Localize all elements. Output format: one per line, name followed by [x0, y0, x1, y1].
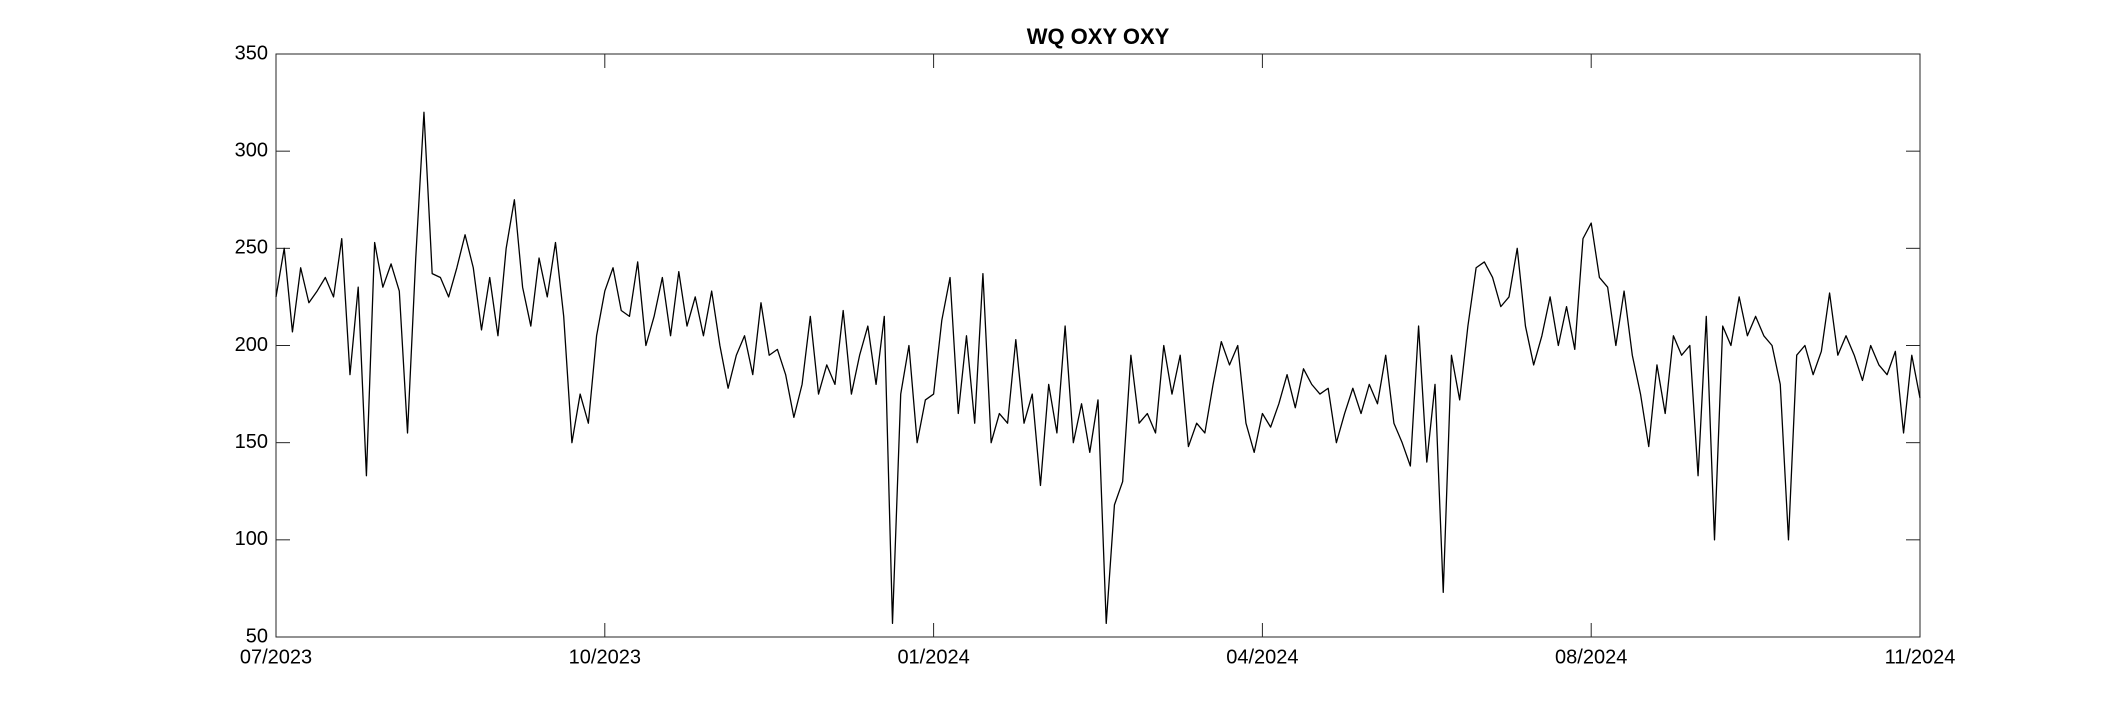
chart-title: WQ OXY OXY [1027, 24, 1170, 49]
x-tick-label: 07/2023 [240, 646, 312, 668]
y-tick-label: 300 [235, 139, 268, 161]
y-tick-label: 350 [235, 42, 268, 64]
y-tick-label: 250 [235, 237, 268, 259]
y-tick-label: 200 [235, 334, 268, 356]
y-tick-label: 100 [235, 528, 268, 550]
x-tick-label: 08/2024 [1555, 646, 1627, 668]
x-tick-label: 11/2024 [1885, 646, 1956, 668]
data-line [275, 111, 1921, 625]
x-tick-label: 10/2023 [569, 646, 641, 668]
x-tick-label: 01/2024 [897, 646, 969, 668]
plot-box [275, 53, 1921, 638]
y-tick-label: 150 [235, 431, 268, 453]
x-tick-label: 04/2024 [1226, 646, 1298, 668]
y-tick-label: 50 [246, 625, 268, 647]
